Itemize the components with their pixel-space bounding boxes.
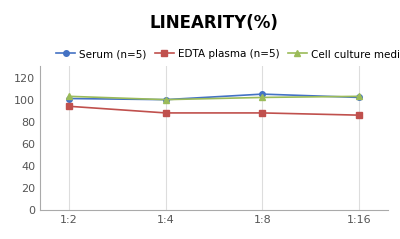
Text: LINEARITY(%): LINEARITY(%) [150, 14, 278, 32]
Line: EDTA plasma (n=5): EDTA plasma (n=5) [66, 103, 362, 118]
EDTA plasma (n=5) [260, 111, 265, 114]
Cell culture media (n=5) [357, 95, 362, 98]
Serum (n=5) [66, 97, 72, 100]
Line: Cell culture media (n=5): Cell culture media (n=5) [66, 93, 362, 103]
EDTA plasma (n=5) [357, 114, 362, 117]
Cell culture media (n=5) [260, 96, 265, 99]
Serum (n=5) [260, 93, 265, 96]
Cell culture media (n=5) [66, 95, 72, 98]
EDTA plasma (n=5) [163, 111, 168, 114]
Serum (n=5) [357, 96, 362, 99]
Serum (n=5) [163, 98, 168, 101]
Legend: Serum (n=5), EDTA plasma (n=5), Cell culture media (n=5): Serum (n=5), EDTA plasma (n=5), Cell cul… [52, 45, 400, 63]
Cell culture media (n=5) [163, 98, 168, 101]
EDTA plasma (n=5) [66, 105, 72, 108]
Line: Serum (n=5): Serum (n=5) [66, 91, 362, 103]
